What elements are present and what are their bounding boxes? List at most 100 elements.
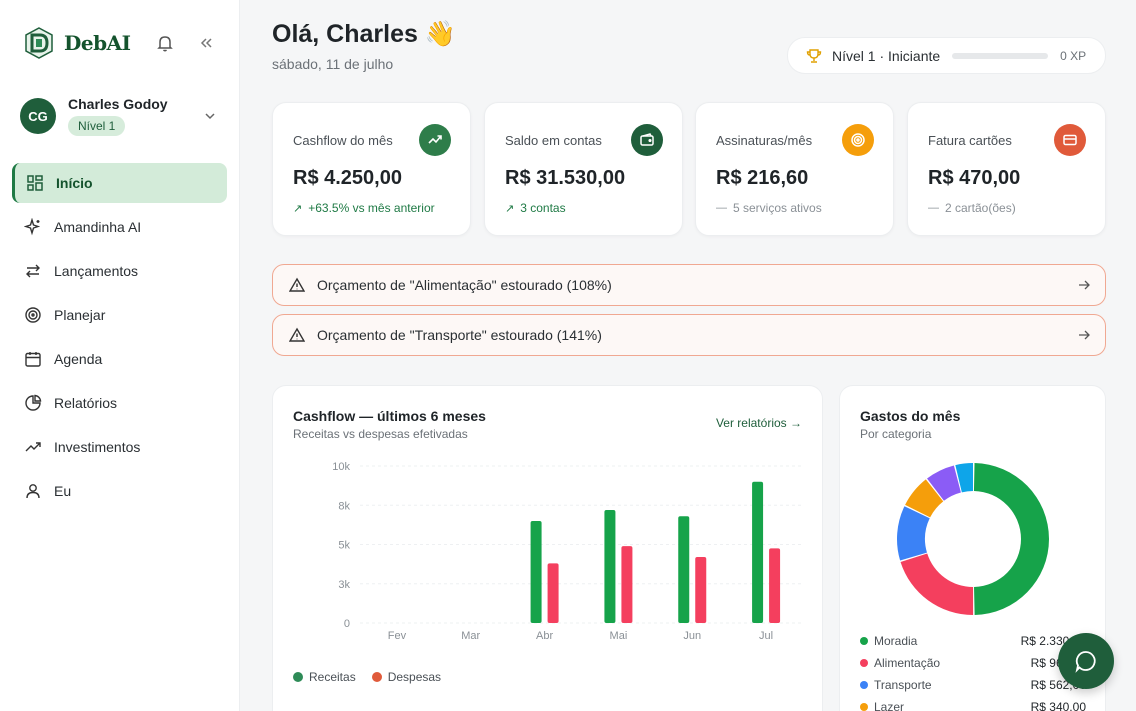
bar-receitas[interactable] [604, 509, 616, 623]
category-amount: R$ 340,00 [1030, 700, 1086, 711]
view-reports-link[interactable]: Ver relatórios → [715, 416, 802, 430]
kpi-card-saldo[interactable]: Saldo em contas R$ 31.530,00 ↗ 3 contas [484, 102, 683, 236]
sidebar: DebAI CG Charles Godoy Nível 1 Início Am… [0, 0, 240, 711]
sidebar-item-label: Início [56, 175, 93, 191]
trending-up-icon [419, 124, 451, 156]
sidebar-item-label: Investimentos [54, 439, 141, 455]
sidebar-item-label: Relatórios [54, 395, 118, 411]
bar-despesas[interactable] [547, 563, 559, 623]
budget-alert[interactable]: Orçamento de "Alimentação" estourado (10… [272, 264, 1106, 306]
donut-slice[interactable] [927, 465, 961, 501]
category-dot [860, 659, 868, 667]
user-profile[interactable]: CG Charles Godoy Nível 1 [20, 96, 220, 136]
sidebar-item-label: Planejar [54, 307, 106, 323]
target-icon [25, 307, 41, 323]
brand-name: DebAI [64, 31, 131, 55]
donut-slice[interactable] [973, 463, 1049, 615]
sparkles-icon [24, 218, 41, 236]
trending-up-icon [25, 442, 41, 452]
sidebar-item-label: Agenda [54, 351, 103, 367]
category-name: Alimentação [860, 656, 940, 670]
y-tick-label: 8k [338, 500, 350, 512]
kpi-subtext: — 2 cartão(ões) [928, 201, 1016, 215]
debai-logo-icon [25, 27, 53, 59]
legend-label: Receitas [309, 670, 356, 684]
bar-receitas[interactable] [530, 520, 542, 623]
wallet-icon [631, 124, 663, 156]
kpi-subtext: ↗ +63.5% vs mês anterior [293, 201, 435, 215]
page-title: Olá, Charles 👋 [272, 20, 456, 48]
dash-icon: — [716, 202, 727, 214]
bar-receitas[interactable] [678, 516, 690, 623]
kpi-card-assinaturas[interactable]: Assinaturas/mês R$ 216,60 — 5 serviços a… [695, 102, 894, 236]
kpi-value: R$ 4.250,00 [293, 167, 402, 189]
warning-icon [289, 277, 305, 292]
chat-fab-button[interactable] [1058, 633, 1114, 689]
arrow-right-icon[interactable] [1077, 278, 1091, 292]
budget-alert[interactable]: Orçamento de "Transporte" estourado (141… [272, 314, 1106, 356]
donut-slice[interactable] [900, 553, 974, 615]
user-name: Charles Godoy [68, 96, 168, 112]
category-row: Transporte R$ 562,00 [860, 674, 1086, 696]
x-tick-label: Mai [610, 630, 628, 642]
x-tick-label: Mar [461, 630, 480, 642]
cashflow-panel: Cashflow — últimos 6 meses Receitas vs d… [272, 385, 823, 711]
sidebar-item-inicio[interactable]: Início [12, 163, 227, 203]
panel-subtitle: Por categoria [860, 427, 932, 441]
kpi-label: Fatura cartões [928, 133, 1012, 148]
x-tick-label: Fev [388, 630, 407, 642]
y-tick-label: 5k [338, 540, 350, 552]
xp-progress-bar [952, 52, 1049, 59]
donut-slice[interactable] [897, 506, 930, 561]
sidebar-item-planejar[interactable]: Planejar [12, 295, 227, 335]
y-tick-label: 3k [338, 579, 350, 591]
sidebar-item-label: Amandinha AI [54, 219, 142, 235]
panel-title: Cashflow — últimos 6 meses [293, 408, 486, 424]
x-tick-label: Jul [759, 630, 773, 642]
bar-despesas[interactable] [769, 548, 781, 623]
collapse-sidebar-icon[interactable] [196, 33, 216, 53]
cashflow-bar-chart: 0 3k 5k 8k 10k Fev Mar Abr Mai Jun Jul [332, 461, 803, 642]
category-name: Transporte [860, 678, 932, 692]
bar-despesas[interactable] [621, 546, 633, 623]
chevron-down-icon[interactable] [203, 109, 217, 123]
kpi-subtext: ↗ 3 contas [505, 201, 566, 215]
kpi-card-fatura[interactable]: Fatura cartões R$ 470,00 — 2 cartão(ões) [907, 102, 1106, 236]
level-label: Nível 1 · Iniciante [832, 47, 941, 64]
current-date: sábado, 11 de julho [272, 56, 394, 72]
bell-icon[interactable] [155, 33, 175, 53]
level-progress[interactable]: Nível 1 · Iniciante 0 XP [787, 37, 1106, 74]
sidebar-item-eu[interactable]: Eu [12, 471, 227, 511]
kpi-label: Cashflow do mês [293, 133, 393, 148]
spending-donut-chart [897, 463, 1049, 615]
panel-subtitle: Receitas vs despesas efetivadas [293, 427, 468, 441]
legend-label: Despesas [387, 670, 442, 684]
kpi-card-cashflow[interactable]: Cashflow do mês R$ 4.250,00 ↗ +63.5% vs … [272, 102, 471, 236]
kpi-value: R$ 470,00 [928, 167, 1021, 189]
sidebar-item-relatorios[interactable]: Relatórios [12, 383, 227, 423]
sidebar-item-agenda[interactable]: Agenda [12, 339, 227, 379]
arrow-right-icon[interactable] [1077, 328, 1091, 342]
sidebar-item-amandinha-ai[interactable]: Amandinha AI [12, 207, 227, 247]
brand-logo[interactable]: DebAI [22, 26, 131, 60]
pie-chart-icon [25, 394, 42, 411]
dashboard-icon [27, 175, 43, 191]
warning-icon [289, 327, 305, 342]
sidebar-item-lancamentos[interactable]: Lançamentos [12, 251, 227, 291]
alert-text: Orçamento de "Alimentação" estourado (10… [317, 277, 612, 293]
bar-despesas[interactable] [695, 557, 707, 623]
sidebar-nav: Início Amandinha AI Lançamentos Planejar… [12, 163, 227, 515]
sidebar-item-investimentos[interactable]: Investimentos [12, 427, 227, 467]
y-tick-label: 0 [344, 618, 350, 630]
donut-slice[interactable] [955, 463, 973, 493]
user-icon [26, 484, 40, 499]
donut-slice[interactable] [905, 479, 944, 518]
calendar-icon [25, 352, 41, 367]
category-dot [860, 637, 868, 645]
kpi-subtext-label: 3 contas [520, 201, 566, 215]
credit-card-icon [1054, 124, 1086, 156]
bar-receitas[interactable] [752, 481, 764, 623]
level-badge: Nível 1 [68, 116, 126, 136]
kpi-subtext-label: +63.5% vs mês anterior [308, 201, 435, 215]
